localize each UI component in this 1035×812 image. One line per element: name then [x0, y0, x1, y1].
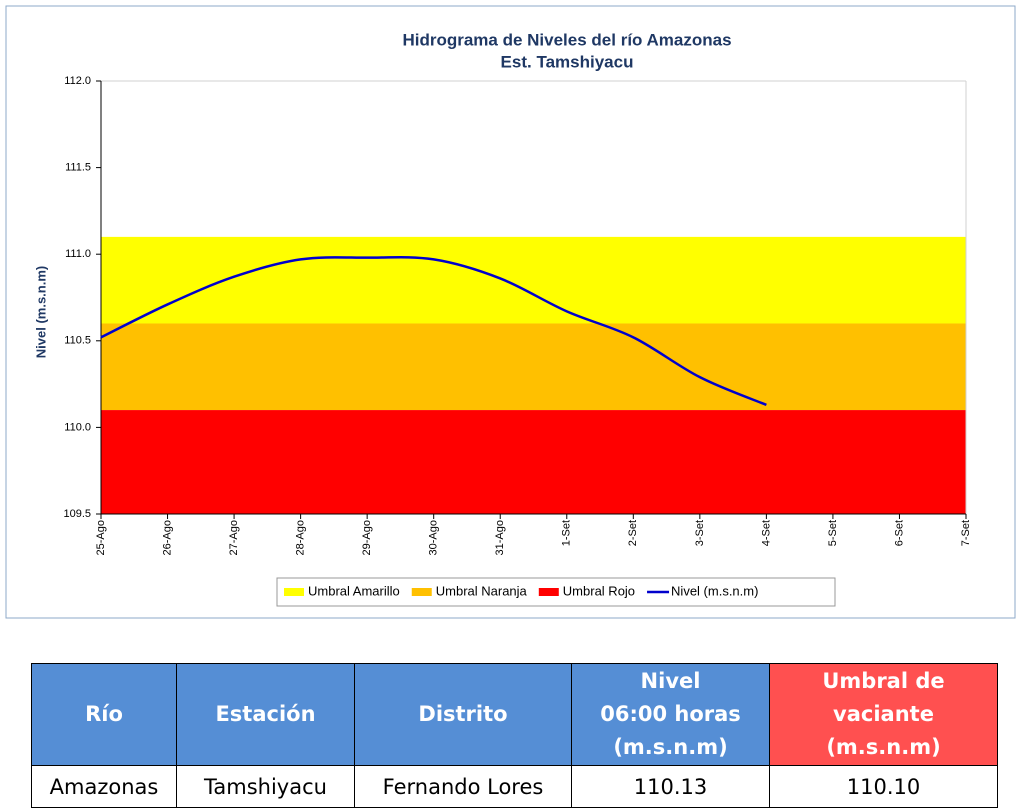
- data-cell: Fernando Lores: [354, 765, 572, 808]
- x-tick-label: 7-Set: [960, 520, 972, 546]
- header-line: vaciante: [833, 702, 934, 726]
- y-tick-label: 111.5: [65, 162, 91, 174]
- y-tick-label: 110.0: [64, 421, 91, 433]
- header-line: (m.s.n.m): [613, 735, 728, 759]
- header-line: 06:00 horas: [600, 702, 741, 726]
- x-tick-label: 6-Set: [893, 520, 905, 546]
- data-cell: Tamshiyacu: [176, 765, 355, 808]
- header-cell: Nivel 06:00 horas (m.s.n.m): [571, 663, 770, 766]
- data-cell: 110.13: [571, 765, 770, 808]
- header-line: Nivel: [640, 669, 701, 693]
- y-tick-label: 111.0: [65, 248, 91, 260]
- header-cell: Estación: [176, 663, 355, 766]
- threshold-band: [101, 236, 966, 324]
- header-line: (m.s.n.m): [826, 735, 941, 759]
- x-tick-label: 26-Ago: [161, 520, 173, 555]
- legend-swatch: [411, 588, 432, 596]
- x-tick-label: 4-Set: [760, 520, 772, 546]
- data-cell: Amazonas: [31, 765, 177, 808]
- x-tick-label: 2-Set: [627, 520, 639, 546]
- legend-label: Umbral Naranja: [436, 583, 528, 598]
- header-cell: Distrito: [354, 663, 572, 766]
- chart-subtitle: Est. Tamshiyacu: [501, 52, 634, 71]
- header-row: Río Estación Distrito Nivel 06:00 horas (m.s.…: [31, 663, 998, 766]
- x-tick-label: 30-Ago: [428, 520, 440, 555]
- y-tick-label: 110.5: [64, 335, 91, 347]
- y-tick-label: 112.0: [64, 75, 91, 87]
- table: Río Estación Distrito Nivel 06:00 horas (m.s.…: [31, 663, 998, 808]
- y-tick-label: 109.5: [63, 508, 91, 520]
- header-line: Distrito: [418, 702, 508, 726]
- header-line: Umbral de: [822, 669, 945, 693]
- threshold-band: [101, 323, 966, 411]
- level-line: [100, 255, 767, 407]
- chart: Hidrograma de Niveles del río Amazonas E…: [5, 5, 1016, 619]
- x-tick-label: 1-Set: [561, 520, 573, 546]
- data-cell: 110.10: [769, 765, 998, 808]
- threshold-band: [101, 410, 966, 514]
- x-tick-label: 29-Ago: [361, 520, 373, 555]
- legend-label: Umbral Amarillo: [308, 583, 400, 598]
- x-tick-label: 3-Set: [694, 520, 706, 546]
- chart-title: Hidrograma de Niveles del río Amazonas: [402, 30, 731, 49]
- legend-swatch: [284, 588, 304, 596]
- y-axis-title: Nivel (m.s.n.m): [33, 266, 48, 358]
- legend-label: Umbral Rojo: [563, 583, 635, 598]
- legend-label: Nivel (m.s.n.m): [671, 583, 758, 598]
- x-tick-label: 5-Set: [827, 520, 839, 546]
- header-cell: Umbral de vaciante (m.s.n.m): [769, 663, 998, 766]
- x-tick-label: 31-Ago: [494, 520, 506, 555]
- legend-swatch: [538, 588, 559, 596]
- header-line: Río: [85, 702, 123, 726]
- x-tick-label: 27-Ago: [228, 520, 240, 555]
- x-tick-label: 25-Ago: [95, 520, 107, 555]
- x-tick-label: 28-Ago: [295, 520, 307, 555]
- data-row: Amazonas Tamshiyacu Fernando Lores 110.13 11…: [31, 765, 998, 808]
- header-line: Estación: [215, 702, 316, 726]
- header-cell: Río: [31, 663, 177, 766]
